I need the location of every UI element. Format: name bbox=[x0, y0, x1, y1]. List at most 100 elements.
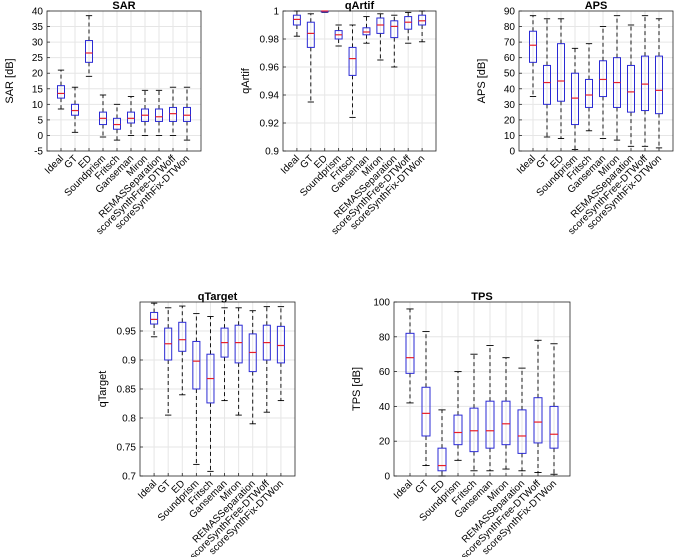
y-axis-label: TPS [dB] bbox=[351, 367, 363, 411]
y-tick-label: 15 bbox=[32, 84, 44, 95]
y-tick-label: 0.7 bbox=[122, 472, 136, 483]
box-6 bbox=[376, 13, 385, 61]
box-iqr bbox=[85, 40, 93, 63]
box-3 bbox=[453, 371, 463, 461]
box-iqr bbox=[533, 397, 543, 444]
box-7 bbox=[248, 310, 257, 425]
box-iqr bbox=[418, 14, 427, 26]
box-iqr bbox=[453, 414, 463, 446]
x-tick-label: Ideal bbox=[392, 478, 415, 501]
y-tick-label: -5 bbox=[34, 147, 43, 158]
box-6 bbox=[501, 357, 511, 470]
box-5 bbox=[485, 345, 495, 472]
box-iqr bbox=[599, 60, 607, 98]
chart-title: TPS bbox=[471, 291, 492, 303]
y-tick-label: 0.9 bbox=[122, 356, 136, 367]
box-iqr bbox=[437, 447, 447, 472]
y-axis-label: SAR [dB] bbox=[4, 58, 16, 103]
box-iqr bbox=[234, 324, 243, 364]
box-4 bbox=[348, 24, 357, 118]
box-iqr bbox=[529, 30, 537, 63]
box-7 bbox=[155, 89, 163, 136]
box-4 bbox=[113, 103, 121, 141]
axes-frame bbox=[282, 10, 437, 152]
box-iqr bbox=[362, 27, 371, 36]
x-tick-label: Ideal bbox=[43, 153, 66, 176]
box-0 bbox=[529, 15, 537, 98]
y-tick-label: 40 bbox=[504, 84, 516, 95]
y-tick-label: 40 bbox=[379, 402, 391, 413]
box-iqr bbox=[543, 64, 551, 105]
box-1 bbox=[71, 86, 79, 133]
y-tick-label: 25 bbox=[32, 53, 44, 64]
box-9 bbox=[418, 10, 427, 43]
x-tick-label: Ideal bbox=[515, 153, 538, 176]
y-tick-label: 0 bbox=[509, 147, 515, 158]
box-3 bbox=[99, 94, 107, 138]
chart-title: qTarget bbox=[198, 291, 238, 303]
box-7 bbox=[517, 367, 527, 472]
y-tick-label: 60 bbox=[504, 53, 516, 64]
box-9 bbox=[276, 306, 285, 402]
y-tick-label: 0.75 bbox=[117, 443, 137, 454]
box-2 bbox=[320, 10, 329, 13]
box-iqr bbox=[501, 400, 511, 446]
y-tick-label: 0 bbox=[37, 131, 43, 142]
box-iqr bbox=[192, 340, 201, 390]
box-2 bbox=[178, 305, 187, 396]
y-tick-label: 0.95 bbox=[117, 327, 137, 338]
y-tick-label: 70 bbox=[504, 38, 516, 49]
y-axis-label: qTarget bbox=[97, 371, 109, 408]
box-6 bbox=[141, 89, 149, 136]
box-iqr bbox=[641, 55, 649, 112]
y-tick-label: 1 bbox=[273, 7, 279, 18]
box-iqr bbox=[390, 20, 399, 39]
chart-aps: 0102030405060708090IdealGTEDSoundprismFr… bbox=[476, 0, 674, 237]
box-0 bbox=[405, 308, 415, 404]
box-iqr bbox=[113, 117, 121, 130]
box-4 bbox=[206, 316, 215, 472]
box-iqr bbox=[155, 108, 163, 122]
axes-frame bbox=[46, 10, 202, 152]
box-iqr bbox=[71, 103, 79, 116]
x-tick-label: Ideal bbox=[136, 478, 159, 501]
box-8 bbox=[169, 86, 177, 136]
y-tick-label: 20 bbox=[379, 437, 391, 448]
chart-title: SAR bbox=[112, 0, 135, 12]
y-tick-label: 60 bbox=[379, 367, 391, 378]
y-tick-label: 30 bbox=[504, 100, 516, 111]
box-iqr bbox=[549, 405, 559, 449]
y-tick-label: 100 bbox=[373, 298, 390, 309]
box-0 bbox=[292, 10, 301, 37]
y-tick-label: 0.96 bbox=[260, 63, 280, 74]
axes-frame bbox=[518, 10, 674, 152]
box-iqr bbox=[376, 17, 385, 34]
y-axis-label: APS [dB] bbox=[476, 59, 488, 104]
y-tick-label: 20 bbox=[504, 115, 516, 126]
y-tick-label: 40 bbox=[32, 7, 44, 18]
box-4 bbox=[469, 353, 479, 472]
box-7 bbox=[390, 14, 399, 68]
box-8 bbox=[641, 15, 649, 147]
box-iqr bbox=[178, 321, 187, 352]
y-tick-label: 80 bbox=[504, 22, 516, 33]
y-tick-label: 90 bbox=[504, 7, 516, 18]
box-iqr bbox=[183, 106, 191, 122]
box-iqr bbox=[585, 78, 593, 108]
y-tick-label: 0.94 bbox=[260, 91, 280, 102]
box-iqr bbox=[469, 407, 479, 453]
y-tick-label: 0.9 bbox=[265, 147, 279, 158]
box-1 bbox=[421, 331, 431, 467]
box-iqr bbox=[169, 106, 177, 122]
box-iqr bbox=[405, 332, 415, 374]
box-1 bbox=[164, 307, 173, 416]
y-axis-label: qArtif bbox=[240, 67, 252, 94]
y-tick-label: 80 bbox=[379, 332, 391, 343]
box-5 bbox=[362, 16, 371, 44]
box-3 bbox=[192, 313, 201, 465]
box-9 bbox=[655, 18, 663, 149]
box-5 bbox=[599, 26, 607, 140]
box-4 bbox=[585, 43, 593, 132]
box-0 bbox=[57, 69, 65, 110]
